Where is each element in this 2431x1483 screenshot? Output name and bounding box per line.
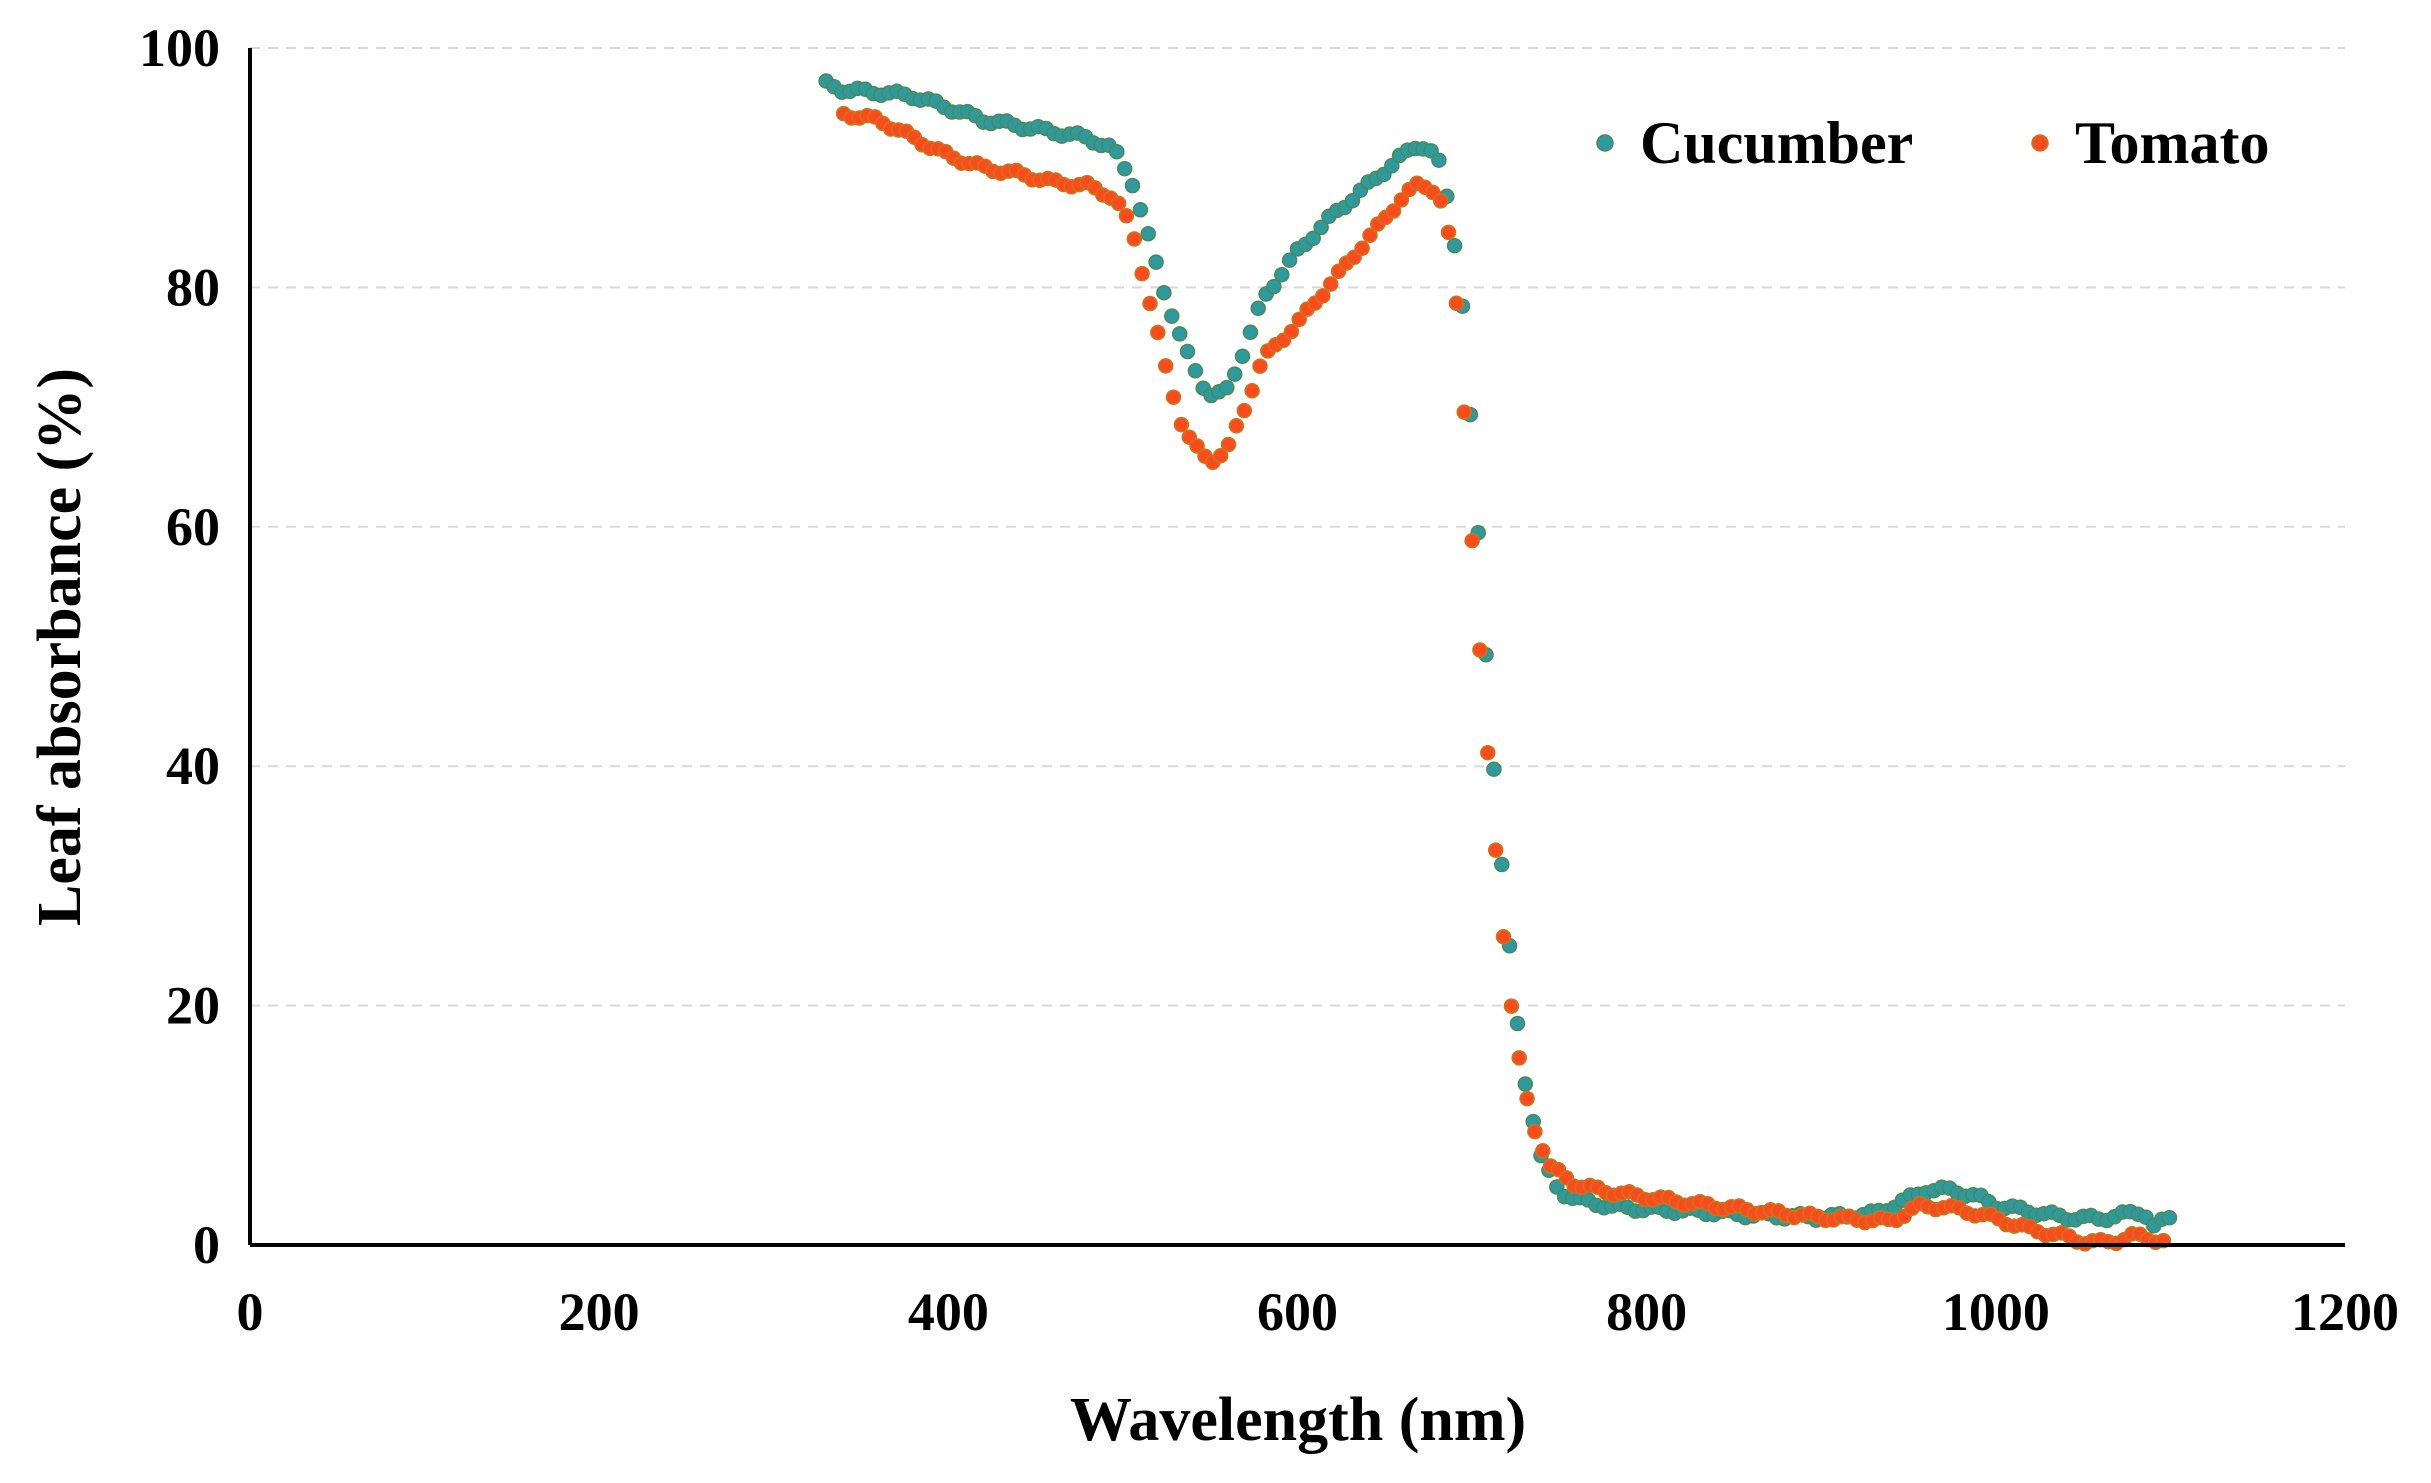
- x-tick-label: 200: [559, 1282, 640, 1342]
- data-point-cucumber: [1384, 157, 1400, 174]
- data-point-cucumber: [1242, 324, 1259, 341]
- data-point-cucumber: [1274, 266, 1290, 283]
- data-point-tomato: [1189, 438, 1205, 454]
- data-point-tomato: [1228, 418, 1245, 434]
- data-point-cucumber: [1124, 177, 1141, 194]
- legend-label-tomato: Tomato: [2075, 110, 2269, 176]
- data-point-cucumber: [1486, 761, 1502, 777]
- data-point-cucumber: [1494, 856, 1510, 873]
- data-point-tomato: [1118, 208, 1135, 224]
- data-point-tomato: [1110, 195, 1127, 212]
- data-point-tomato: [1291, 311, 1307, 328]
- data-point-tomato: [1385, 203, 1402, 219]
- y-tick-labels: 0 20 40 60 80 100: [139, 18, 220, 1275]
- data-point-cucumber: [1109, 143, 1125, 160]
- y-tick-label: 0: [193, 1215, 220, 1275]
- data-point-tomato: [1519, 1090, 1535, 1107]
- y-tick-label: 40: [166, 736, 220, 796]
- data-point-tomato: [1354, 240, 1370, 257]
- x-tick-label: 1200: [2291, 1282, 2399, 1342]
- data-point-tomato: [1220, 436, 1237, 453]
- data-point-cucumber: [1431, 152, 1447, 168]
- data-point-cucumber: [1140, 225, 1156, 242]
- legend-label-cucumber: Cucumber: [1640, 110, 1913, 176]
- x-axis-title: Wavelength (nm): [1070, 1386, 1526, 1454]
- x-tick-label: 400: [908, 1282, 989, 1342]
- series-cucumber: [818, 73, 2178, 1234]
- data-point-tomato: [1448, 295, 1465, 312]
- data-point-cucumber: [1148, 254, 1164, 270]
- data-point-tomato: [1142, 295, 1158, 312]
- data-point-tomato: [1472, 642, 1488, 658]
- data-point-tomato: [1495, 929, 1512, 945]
- data-point-cucumber: [1187, 363, 1204, 379]
- x-tick-label: 600: [1257, 1282, 1338, 1342]
- y-tick-label: 60: [166, 497, 220, 557]
- x-tick-label: 1000: [1942, 1282, 2050, 1342]
- data-point-cucumber: [1517, 1076, 1534, 1092]
- data-point-cucumber: [2161, 1209, 2178, 1226]
- data-point-tomato: [1315, 288, 1331, 304]
- data-point-tomato: [1480, 744, 1496, 761]
- data-point-tomato: [1393, 192, 1410, 208]
- data-point-cucumber: [1250, 300, 1266, 317]
- data-point-tomato: [1236, 402, 1253, 419]
- data-point-cucumber: [1164, 308, 1180, 324]
- data-point-cucumber: [1266, 278, 1282, 295]
- legend: Cucumber Tomato: [1596, 110, 2269, 176]
- x-tick-labels: 0 200 400 600 800 1000 1200: [237, 1282, 2400, 1342]
- data-point-tomato: [1362, 227, 1378, 244]
- data-point-cucumber: [1313, 219, 1329, 236]
- data-point-cucumber: [1344, 192, 1361, 209]
- data-point-tomato: [1244, 383, 1260, 399]
- data-point-tomato: [1440, 224, 1457, 241]
- data-point-cucumber: [1116, 160, 1133, 177]
- data-point-tomato: [1212, 447, 1229, 464]
- data-point-tomato: [1283, 323, 1300, 340]
- data-point-tomato: [1173, 416, 1190, 433]
- data-point-tomato: [1322, 276, 1339, 292]
- y-axis-title: Leaf absorbance (%): [26, 368, 94, 926]
- data-point-tomato: [1535, 1143, 1551, 1159]
- data-point-cucumber: [1446, 237, 1463, 254]
- data-point-cucumber: [1219, 379, 1235, 396]
- data-point-tomato: [1252, 358, 1268, 374]
- series-tomato: [835, 105, 2172, 1252]
- data-points: [818, 73, 2178, 1252]
- legend-marker-cucumber: [1596, 134, 1614, 152]
- data-point-cucumber: [1226, 366, 1243, 382]
- legend-marker-tomato: [2031, 134, 2049, 152]
- data-point-tomato: [1503, 998, 1520, 1014]
- x-tick-label: 800: [1606, 1282, 1687, 1342]
- data-point-tomato: [1527, 1123, 1543, 1140]
- data-point-cucumber: [1156, 284, 1172, 301]
- data-point-cucumber: [1509, 1015, 1526, 1032]
- x-tick-label: 0: [237, 1282, 264, 1342]
- data-point-cucumber: [1132, 202, 1149, 218]
- data-point-tomato: [1150, 324, 1166, 341]
- data-point-cucumber: [1281, 252, 1298, 268]
- data-point-tomato: [1134, 265, 1150, 282]
- y-tick-label: 100: [139, 18, 220, 78]
- data-point-tomato: [1126, 231, 1143, 247]
- data-point-tomato: [1487, 842, 1504, 858]
- data-point-tomato: [1157, 358, 1174, 374]
- data-point-cucumber: [1171, 326, 1188, 342]
- data-point-cucumber: [1179, 343, 1196, 360]
- data-point-cucumber: [1305, 230, 1321, 247]
- data-point-tomato: [1511, 1050, 1527, 1066]
- y-tick-label: 20: [166, 976, 220, 1036]
- data-point-tomato: [1165, 389, 1182, 405]
- data-point-tomato: [1464, 532, 1480, 549]
- gridlines: [250, 47, 2345, 1007]
- data-point-cucumber: [1234, 348, 1251, 365]
- data-point-tomato: [1456, 404, 1472, 420]
- data-point-tomato: [1432, 193, 1449, 209]
- y-tick-label: 80: [166, 257, 220, 317]
